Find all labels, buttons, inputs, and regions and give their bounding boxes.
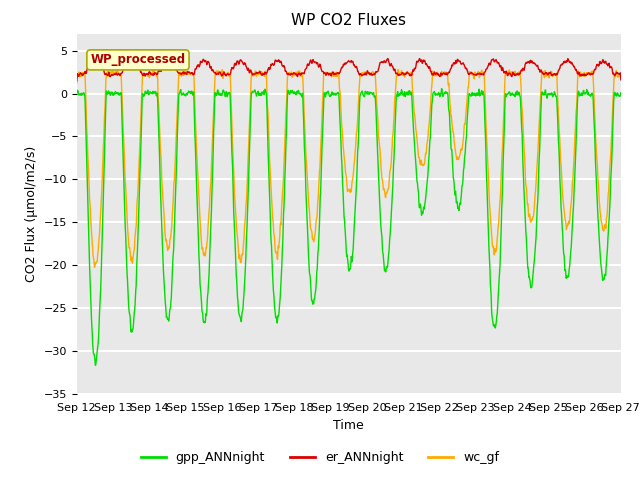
Legend: gpp_ANNnight, er_ANNnight, wc_gf: gpp_ANNnight, er_ANNnight, wc_gf	[136, 446, 504, 469]
X-axis label: Time: Time	[333, 419, 364, 432]
Title: WP CO2 Fluxes: WP CO2 Fluxes	[291, 13, 406, 28]
Y-axis label: CO2 Flux (μmol/m2/s): CO2 Flux (μmol/m2/s)	[25, 145, 38, 282]
Text: WP_processed: WP_processed	[90, 53, 186, 66]
